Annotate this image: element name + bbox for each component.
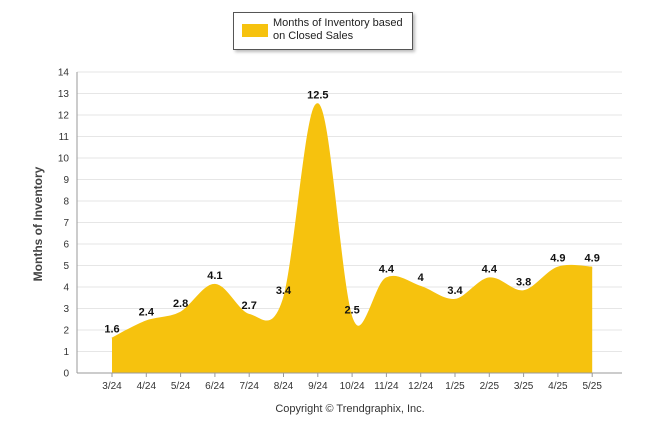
y-axis-label: Months of Inventory bbox=[31, 166, 45, 282]
data-label: 2.8 bbox=[173, 298, 188, 310]
legend-label: Months of Inventory based on Closed Sale… bbox=[273, 17, 403, 42]
data-label: 4.4 bbox=[379, 263, 395, 275]
x-tick-label: 8/24 bbox=[274, 381, 294, 392]
series-line bbox=[111, 103, 593, 340]
chart-legend: Months of Inventory based on Closed Sale… bbox=[233, 12, 413, 50]
data-label: 3.4 bbox=[276, 285, 292, 297]
data-label: 3.8 bbox=[516, 276, 531, 288]
y-tick-label: 11 bbox=[59, 132, 70, 143]
data-label: 3.4 bbox=[447, 285, 463, 297]
x-tick-label: 10/24 bbox=[340, 381, 365, 392]
y-tick-label: 13 bbox=[58, 89, 70, 100]
y-tick-label: 8 bbox=[63, 197, 69, 208]
data-label: 4.4 bbox=[482, 263, 498, 275]
x-tick-label: 9/24 bbox=[308, 381, 328, 392]
y-tick-label: 9 bbox=[63, 175, 69, 186]
x-tick-label: 5/24 bbox=[171, 381, 191, 392]
x-tick-label: 4/25 bbox=[548, 381, 568, 392]
x-tick-label: 3/25 bbox=[514, 381, 534, 392]
copyright-footer: Copyright © Trendgraphix, Inc. bbox=[275, 403, 425, 415]
y-tick-label: 3 bbox=[63, 304, 69, 315]
data-label: 4.9 bbox=[550, 253, 565, 265]
x-tick-label: 3/24 bbox=[102, 381, 122, 392]
y-tick-label: 6 bbox=[63, 240, 69, 251]
data-label: 12.5 bbox=[307, 89, 328, 101]
y-tick-label: 4 bbox=[63, 283, 69, 294]
x-tick-label: 2/25 bbox=[480, 381, 500, 392]
y-tick-label: 10 bbox=[58, 154, 70, 165]
y-tick-label: 12 bbox=[58, 111, 70, 122]
x-tick-label: 7/24 bbox=[239, 381, 259, 392]
data-label: 4.1 bbox=[207, 270, 222, 282]
data-label: 2.5 bbox=[344, 304, 359, 316]
data-label: 4.9 bbox=[585, 253, 600, 265]
series-area bbox=[112, 104, 593, 373]
y-tick-label: 0 bbox=[63, 369, 69, 380]
x-tick-label: 4/24 bbox=[137, 381, 157, 392]
x-tick-label: 11/24 bbox=[374, 381, 399, 392]
y-tick-label: 7 bbox=[63, 218, 69, 229]
y-tick-label: 14 bbox=[58, 68, 70, 79]
data-label: 2.4 bbox=[139, 306, 155, 318]
x-tick-label: 5/25 bbox=[582, 381, 602, 392]
legend-swatch bbox=[242, 24, 268, 37]
x-tick-label: 12/24 bbox=[408, 381, 433, 392]
y-tick-label: 2 bbox=[63, 326, 69, 337]
data-label: 2.7 bbox=[242, 300, 257, 312]
data-label: 1.6 bbox=[104, 324, 119, 336]
x-tick-label: 6/24 bbox=[205, 381, 225, 392]
y-tick-label: 5 bbox=[63, 261, 69, 272]
y-tick-label: 1 bbox=[63, 347, 69, 358]
data-label: 4 bbox=[418, 272, 425, 284]
x-tick-label: 1/25 bbox=[445, 381, 465, 392]
